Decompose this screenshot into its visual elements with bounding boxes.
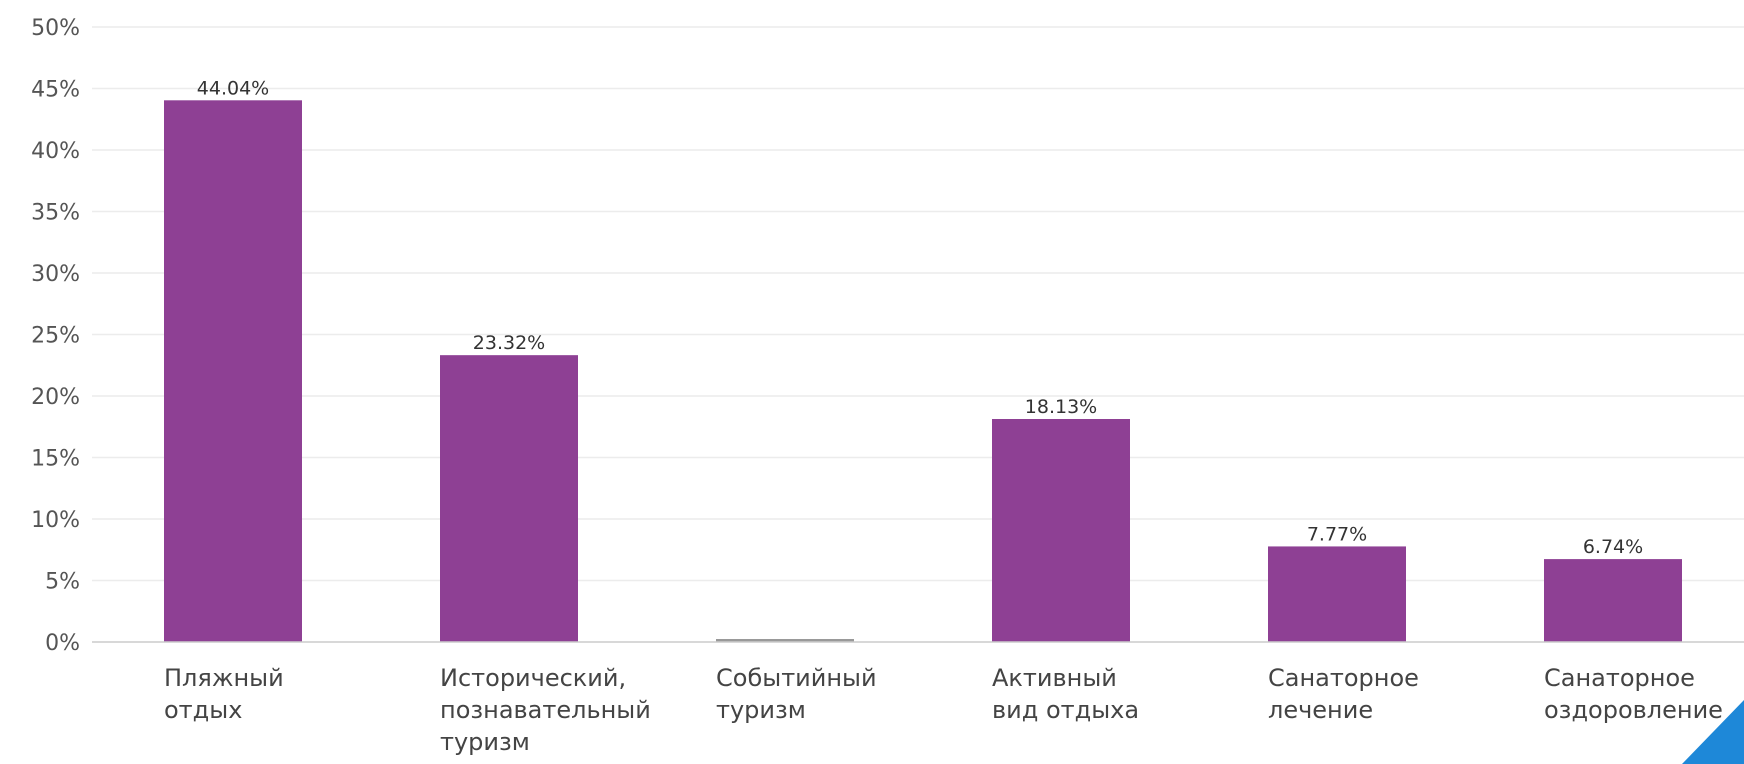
- y-tick-label: 10%: [31, 508, 80, 533]
- bar: [164, 100, 302, 643]
- bar: [440, 355, 578, 642]
- category-label-line: лечение: [1268, 696, 1373, 724]
- bar: [1544, 559, 1682, 642]
- category-label-line: оздоровление: [1544, 696, 1723, 724]
- category-label-line: Санаторное: [1544, 664, 1695, 692]
- y-axis-ticks: 0% 5% 10% 15% 20% 25% 30% 35% 40% 45% 50%: [31, 16, 80, 656]
- category-label-line: Пляжный: [164, 664, 284, 692]
- bar: [716, 639, 854, 642]
- data-label: 6.74%: [1583, 536, 1643, 558]
- category-label: Пляжный отдых: [164, 664, 284, 724]
- category-label-line: Санаторное: [1268, 664, 1419, 692]
- category-label-line: познавательный: [440, 696, 651, 724]
- y-tick-label: 20%: [31, 385, 80, 410]
- y-tick-label: 35%: [31, 201, 80, 226]
- data-label: 44.04%: [197, 77, 269, 99]
- data-label: 18.13%: [1025, 396, 1097, 418]
- y-tick-label: 0%: [45, 631, 80, 656]
- data-label: 7.77%: [1307, 523, 1367, 545]
- y-tick-label: 30%: [31, 262, 80, 287]
- category-label-line: Активный: [992, 664, 1117, 692]
- y-tick-label: 5%: [45, 570, 80, 595]
- category-label-line: Исторический,: [440, 664, 626, 692]
- y-tick-label: 25%: [31, 324, 80, 349]
- category-labels: Пляжный отдых Исторический, познавательный т…: [164, 664, 1723, 756]
- category-label: Активный вид отдыха: [992, 664, 1139, 724]
- category-label: Санаторное лечение: [1268, 664, 1419, 724]
- y-tick-label: 50%: [31, 16, 80, 41]
- category-label-line: вид отдыха: [992, 696, 1139, 724]
- category-label-line: туризм: [716, 696, 806, 724]
- category-label: Исторический, познавательный туризм: [440, 664, 651, 756]
- category-label-line: туризм: [440, 728, 530, 756]
- bar: [992, 419, 1130, 642]
- category-label: Событийный туризм: [716, 664, 877, 724]
- category-label: Санаторное оздоровление: [1544, 664, 1723, 724]
- category-label-line: Событийный: [716, 664, 877, 692]
- category-label-line: отдых: [164, 696, 242, 724]
- bar: [1268, 546, 1406, 642]
- bars: [164, 100, 1682, 643]
- corner-accent-shape: [1682, 700, 1744, 764]
- grid-lines: [92, 26, 1744, 582]
- data-labels: 44.04% 23.32% 18.13% 7.77% 6.74%: [197, 77, 1643, 558]
- y-tick-label: 15%: [31, 447, 80, 472]
- data-label: 23.32%: [473, 332, 545, 354]
- y-tick-label: 45%: [31, 78, 80, 103]
- y-tick-label: 40%: [31, 139, 80, 164]
